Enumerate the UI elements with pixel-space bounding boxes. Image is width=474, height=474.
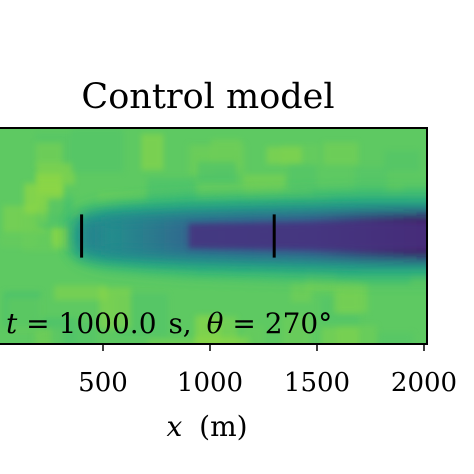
wake-band	[188, 221, 427, 251]
time-unit: s,	[168, 307, 191, 340]
texture-patch	[266, 146, 302, 164]
texture-patch	[197, 161, 236, 186]
texture-patch	[378, 332, 414, 344]
turbines	[80, 214, 276, 258]
chart-title: Control model	[81, 77, 334, 117]
texture-patch	[35, 142, 63, 166]
plot-area	[0, 128, 427, 344]
x-axis: 500 1000 1500 2000	[78, 344, 457, 398]
wake-region	[70, 190, 427, 282]
time-value: 1000.0	[59, 307, 157, 340]
texture-patch	[354, 166, 388, 193]
x-tick-label: 2000	[391, 368, 457, 398]
x-axis-variable: x	[166, 410, 182, 443]
texture-patch	[51, 322, 97, 344]
texture-patch	[7, 297, 44, 333]
x-tick-label: 500	[78, 368, 128, 398]
texture-patch	[148, 339, 199, 344]
texture-patch	[282, 315, 311, 344]
texture-patch	[289, 164, 317, 195]
angle-value: 270°	[265, 307, 332, 340]
texture-patch	[0, 233, 38, 248]
x-tick-label: 1500	[284, 368, 350, 398]
texture-patch	[141, 133, 164, 171]
time-angle-annotation: t = 1000.0 s, θ = 270°	[6, 307, 332, 340]
texture-patch	[54, 285, 107, 301]
texture-patch	[333, 277, 361, 314]
texture-patch	[243, 325, 265, 344]
plot-frame	[0, 127, 428, 345]
x-axis-unit: (m)	[199, 410, 247, 443]
angle-variable: θ	[207, 307, 224, 340]
texture-patch	[323, 142, 359, 165]
texture-patch	[384, 150, 420, 172]
time-variable: t	[6, 307, 18, 340]
texture-patch	[71, 128, 124, 173]
equals-sign-1: =	[26, 307, 58, 340]
texture-patch	[48, 198, 72, 226]
equals-sign-2: =	[232, 307, 264, 340]
texture-patch	[291, 280, 312, 303]
x-axis-label: x (m)	[166, 410, 247, 443]
texture-patch	[195, 336, 250, 344]
x-tick-label: 1000	[177, 368, 243, 398]
texture-patch	[196, 315, 221, 344]
texture-patch	[321, 327, 359, 344]
